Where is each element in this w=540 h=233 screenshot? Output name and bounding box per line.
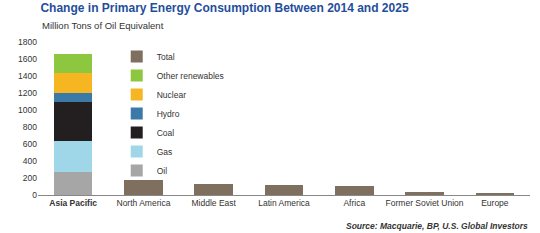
svg-text:Nuclear: Nuclear — [157, 90, 186, 100]
svg-text:Middle East: Middle East — [191, 198, 236, 208]
svg-text:Africa: Africa — [343, 198, 365, 208]
svg-text:Hydro: Hydro — [157, 109, 180, 119]
svg-text:1600: 1600 — [18, 54, 37, 64]
svg-text:Source: Macquarie, BP, U.S. Gl: Source: Macquarie, BP, U.S. Global Inves… — [346, 221, 528, 231]
svg-text:1800: 1800 — [18, 37, 37, 47]
svg-text:Other renewables: Other renewables — [157, 71, 224, 81]
svg-text:Gas: Gas — [157, 147, 173, 157]
svg-text:Coal: Coal — [157, 128, 175, 138]
svg-text:North America: North America — [117, 198, 171, 208]
svg-text:200: 200 — [23, 173, 37, 183]
svg-text:Asia Pacific: Asia Pacific — [49, 198, 97, 208]
svg-text:1000: 1000 — [18, 105, 37, 115]
svg-text:Europe: Europe — [481, 198, 509, 208]
svg-text:0: 0 — [32, 190, 37, 200]
svg-text:Million Tons of Oil Equivalent: Million Tons of Oil Equivalent — [42, 20, 164, 31]
svg-text:Change in Primary Energy Consu: Change in Primary Energy Consumption Bet… — [40, 1, 408, 15]
svg-text:Total: Total — [157, 52, 175, 62]
svg-text:400: 400 — [23, 156, 37, 166]
svg-text:Latin America: Latin America — [258, 198, 310, 208]
svg-text:800: 800 — [23, 122, 37, 132]
svg-text:1400: 1400 — [18, 71, 37, 81]
svg-text:1200: 1200 — [18, 88, 37, 98]
svg-text:Former Soviet Union: Former Soviet Union — [386, 198, 464, 208]
svg-text:Oil: Oil — [157, 166, 168, 176]
svg-text:600: 600 — [23, 139, 37, 149]
